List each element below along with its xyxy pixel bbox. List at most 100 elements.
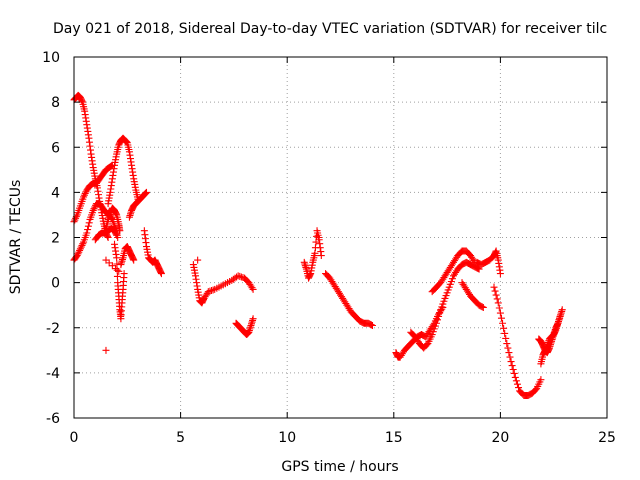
data-point [494,299,502,307]
data-point [209,286,217,294]
data-marks [70,91,566,399]
data-point [496,270,504,278]
data-point [116,227,124,235]
data-point [501,329,509,337]
y-tick-label: 4 [51,185,60,201]
data-point [104,234,112,241]
data-point [72,214,80,222]
y-axis-label: SDTVAR / TECUs [8,180,24,295]
data-point [511,373,519,381]
data-point [432,319,440,327]
series-sat-j [140,227,165,278]
data-point [234,272,242,280]
data-point [79,240,87,248]
data-point [249,315,257,323]
data-point [120,270,128,278]
data-point [73,252,81,260]
series-sat-o [322,270,376,329]
data-point [237,273,245,281]
series-sat-u [490,283,545,399]
y-tick-label: -4 [46,366,60,382]
data-point [206,287,214,295]
data-point [513,380,521,388]
series-sat-e [102,204,124,235]
y-tick-label: 8 [51,95,60,111]
data-point [492,291,500,299]
data-point [500,324,508,332]
y-axis: -6 -4 -2 0 2 4 6 8 10 [42,50,607,427]
series-sat-l [189,261,257,307]
data-point [496,309,504,317]
series-sat-f [104,134,142,208]
data-point [194,256,202,264]
data-point [78,241,86,249]
data-point [478,303,486,311]
data-point [80,193,88,201]
data-point [509,365,517,373]
data-point [434,316,442,324]
data-point [367,321,375,329]
data-point [115,267,123,275]
x-tick-label: 5 [176,430,185,446]
data-point [495,304,503,312]
series-sat-k [102,256,202,354]
data-point [512,377,520,385]
series-sat-i [125,188,150,221]
data-point [85,219,93,227]
data-point [113,266,121,274]
data-point [249,285,257,293]
data-point [558,306,566,314]
series-sat-n [300,227,325,282]
data-point [507,358,515,366]
series-sat-w [535,312,564,357]
data-point [157,270,165,278]
x-tick-label: 15 [385,430,403,446]
x-tick-label: 0 [70,430,79,446]
data-point [80,191,88,199]
plot-frame [73,56,608,419]
data-point [317,252,325,260]
data-point [113,272,121,280]
series-sat-g [111,240,128,323]
data-point [84,222,92,230]
data-point [503,340,511,348]
x-axis-label: GPS time / hours [281,459,398,475]
y-tick-label: 6 [51,140,60,156]
data-point [506,353,514,361]
data-point [236,272,244,280]
series-sat-q [407,258,483,352]
data-point [71,216,79,224]
data-point [537,376,545,384]
data-point [81,190,89,198]
data-point [84,226,92,234]
series-sat-m [232,315,257,339]
chart-title: Day 021 of 2018, Sidereal Day-to-day VTE… [53,21,607,37]
data-point [499,319,507,327]
data-point [90,205,98,213]
data-point [130,256,138,264]
y-tick-label: 2 [51,231,60,247]
data-point [83,229,91,237]
data-point [556,312,564,320]
x-tick-label: 25 [598,430,616,446]
series-sat-t [473,247,504,278]
grid-lines [74,57,607,418]
data-point [76,245,84,253]
data-point [74,250,82,258]
data-point [208,287,216,295]
data-point [76,246,84,254]
y-tick-label: 10 [42,50,60,66]
data-point [113,254,121,262]
x-tick-label: 10 [278,430,296,446]
data-point [510,369,518,377]
series-sat-s [458,279,487,311]
data-point [479,303,487,311]
data-point [248,284,256,292]
y-tick-label: -6 [46,411,60,427]
series-sat-h [117,243,138,269]
data-point [515,384,523,392]
data-point [436,309,444,317]
data-point [89,206,97,214]
data-point [102,346,110,354]
